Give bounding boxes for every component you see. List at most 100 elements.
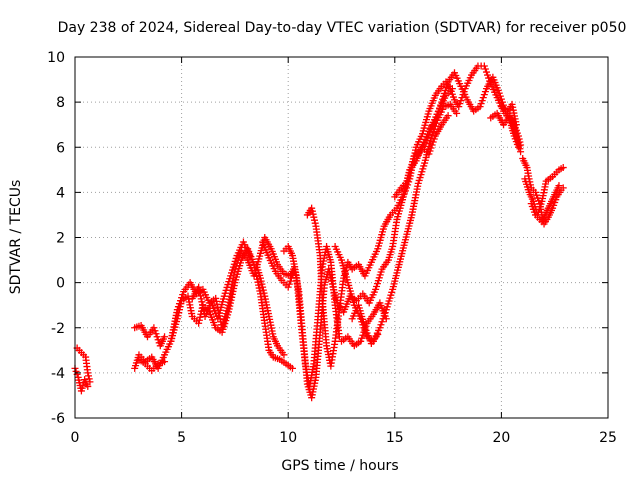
x-tick-labels: 0 5 10 15 20 25 [71, 430, 617, 446]
data-point [517, 141, 525, 149]
x-axis-label: GPS time / hours [281, 458, 398, 474]
data-point [154, 336, 162, 344]
data-point [426, 147, 434, 155]
y-tick-labels: -6 -4 -2 0 2 4 6 8 10 [47, 50, 65, 427]
data-point [358, 334, 366, 342]
data-point [161, 333, 169, 341]
data-point [444, 112, 452, 120]
y-tick-label: 8 [56, 95, 65, 111]
data-point [426, 127, 434, 135]
data-point [425, 130, 433, 138]
y-tick-label: 6 [56, 140, 65, 156]
data-point [310, 213, 318, 221]
data-point [178, 294, 186, 302]
data-point [179, 291, 187, 299]
data-point [424, 133, 432, 141]
data-point [495, 89, 503, 97]
data-point [280, 351, 288, 359]
data-point [357, 337, 365, 345]
data-point [448, 85, 456, 93]
data-point [311, 219, 319, 227]
data-point [515, 135, 523, 143]
series-trace [504, 112, 525, 149]
series-trace [135, 355, 169, 375]
data-point [430, 135, 438, 143]
data-point [516, 145, 524, 153]
data-point [177, 297, 185, 305]
data-point [428, 131, 436, 139]
data-point [455, 103, 463, 111]
data-point [175, 300, 183, 308]
series-p050 [71, 62, 567, 402]
x-tick-label: 15 [386, 430, 404, 446]
data-point [481, 88, 489, 96]
data-point [453, 109, 461, 117]
data-point [309, 210, 317, 218]
data-point [555, 182, 563, 190]
data-point [482, 68, 490, 76]
data-point [150, 324, 158, 332]
data-point [260, 289, 268, 297]
data-point [478, 97, 486, 105]
data-point [481, 65, 489, 73]
data-point [479, 94, 487, 102]
data-point [496, 92, 504, 100]
data-point [151, 327, 159, 335]
data-point [428, 121, 436, 129]
data-point [256, 274, 264, 282]
data-point [515, 142, 523, 150]
data-point [485, 74, 493, 82]
data-point [246, 252, 254, 260]
data-point [374, 331, 382, 339]
data-point [174, 303, 182, 311]
data-point [376, 324, 384, 332]
x-tick-label: 5 [177, 430, 186, 446]
data-point [84, 382, 92, 390]
axis-ticks [74, 56, 609, 419]
data-point [377, 321, 385, 329]
data-point [423, 136, 431, 144]
data-point [195, 316, 203, 324]
data-point [196, 313, 204, 321]
data-point [308, 204, 316, 212]
data-point [431, 122, 439, 130]
data-point [427, 134, 435, 142]
data-point [514, 132, 522, 140]
data-point [152, 330, 160, 338]
data-point [85, 375, 93, 383]
data-point [516, 138, 524, 146]
data-point [259, 286, 267, 294]
chart-title: Day 238 of 2024, Sidereal Day-to-day VTE… [58, 20, 627, 36]
data-point [382, 315, 390, 323]
data-point [173, 306, 181, 314]
data-point [310, 216, 318, 224]
data-point [195, 319, 203, 327]
data-point [497, 95, 505, 103]
data-point [480, 91, 488, 99]
data-point [429, 138, 437, 146]
y-tick-label: 2 [56, 231, 65, 247]
series-trace [252, 261, 288, 359]
data-point [285, 280, 293, 288]
data-point [288, 364, 296, 372]
data-point [427, 124, 435, 132]
data-point [161, 358, 169, 366]
data-point [86, 378, 94, 386]
x-tick-label: 0 [71, 430, 80, 446]
y-tick-label: 10 [47, 50, 65, 66]
series-trace [131, 321, 169, 350]
data-point [427, 144, 435, 152]
data-point [484, 71, 492, 79]
data-point [378, 318, 386, 326]
series-trace [527, 182, 563, 226]
y-tick-label: -6 [51, 411, 65, 427]
data-point [457, 97, 465, 105]
gridlines [75, 57, 608, 418]
data-point [257, 277, 265, 285]
x-tick-label: 20 [492, 430, 510, 446]
data-point [476, 103, 484, 111]
data-point [477, 100, 485, 108]
data-point [286, 277, 294, 285]
data-point [258, 280, 266, 288]
